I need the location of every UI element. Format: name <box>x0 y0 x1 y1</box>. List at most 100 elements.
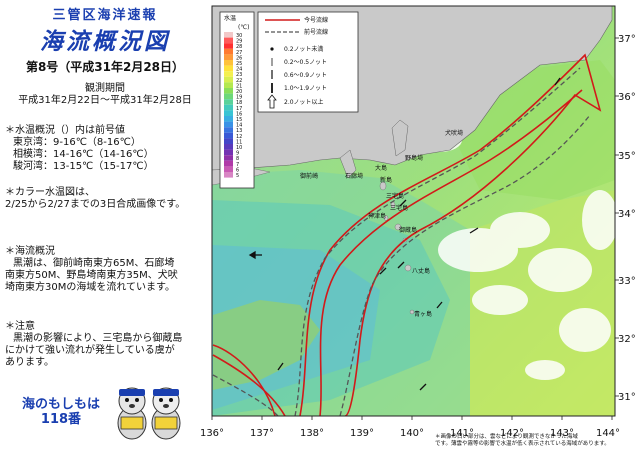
water-temp-section: ＊水温概況（）内は前号値 東京湾：9-16℃（8-16℃） 相模湾：14-16℃… <box>5 125 154 173</box>
colorbar-tick-label: 5 <box>236 173 239 179</box>
map-legend: 今号流線 前号流線 0.2ノット未満 0.2～0.5ノット 0.6～0.9ノット… <box>257 11 359 113</box>
current-line-label: 今号流線 <box>304 16 328 24</box>
lat-tick-label: 34° <box>618 209 635 220</box>
place-label: 三宅島 <box>390 204 408 212</box>
lon-tick-label: 141° <box>450 428 474 439</box>
lat-tick-label: 32° <box>618 334 635 345</box>
colorbar-swatch <box>224 110 233 116</box>
map-footnote: ＊画像の白い部分は、雲などにより観測できなかった海域 です。薄雲や霧等の影響で水… <box>435 434 610 447</box>
colorbar-tick-label: 6 <box>236 167 239 173</box>
lat-tick-label: 33° <box>618 276 635 287</box>
colorbar-swatch <box>224 172 233 178</box>
colorbar-title: 水温 <box>224 14 236 22</box>
previous-line-label: 前号流線 <box>304 28 328 36</box>
colorbar-swatch <box>224 155 233 161</box>
place-label: 御蔵島 <box>399 226 417 234</box>
lon-tick-label: 138° <box>300 428 324 439</box>
issue-number: 第8号（平成31年2月28日） <box>25 60 185 74</box>
lon-tick-label: 139° <box>350 428 374 439</box>
colorbar-swatch <box>224 121 233 128</box>
water-temp-row: 駿河湾：13-15℃（15-17℃） <box>13 161 154 172</box>
colorbar-tick-label: 11 <box>236 139 242 145</box>
kuroshio-current-lines <box>212 53 602 416</box>
speed-row-label: 0.6～0.9ノット <box>284 72 327 79</box>
place-label: 野島埼 <box>405 154 423 162</box>
water-temp-row: 東京湾：9-16℃（8-16℃） <box>13 137 141 148</box>
dot-icon <box>270 47 274 51</box>
speed-row-label: 0.2～0.5ノット <box>284 59 327 66</box>
place-label: 新島 <box>380 176 392 184</box>
observation-label: 観測期間 <box>85 83 125 94</box>
colorbar-swatch <box>224 144 233 150</box>
colorbar-swatch <box>224 71 233 77</box>
colorbar-tick-label: 18 <box>236 100 242 106</box>
mascot-illustration <box>110 383 190 445</box>
place-label: 犬吠埼 <box>445 129 463 137</box>
mascot-left-icon <box>117 387 147 440</box>
caution-section: ＊注意 黒潮の影響により、三宅島から御蔵島 にかけて強い流れが発生している虞が … <box>5 321 183 368</box>
colorbar-tick-label: 24 <box>236 67 242 73</box>
lon-tick-label: 136° <box>200 428 224 439</box>
lon-tick-label: 144° <box>596 428 620 439</box>
colorbar-swatch <box>224 54 233 60</box>
colorbar-swatch <box>224 48 233 55</box>
land-izu-peninsula <box>339 149 357 179</box>
info-panel: 三管区海洋速報 海流概況図 第8号（平成31年2月28日） 観測期間 平成31年… <box>0 0 210 454</box>
colorbar-tick-label: 20 <box>236 89 242 95</box>
land-boso-peninsula <box>391 119 409 157</box>
lat-tick-label: 36° <box>618 92 635 103</box>
lat-axis: 37° 36° 35° 34° 33° 32° 31° <box>615 34 635 403</box>
colorbar-tick-label: 7 <box>236 162 239 168</box>
color-image-note: ＊カラー水温図は、 2/25から2/27までの3日合成画像です。 <box>5 187 186 210</box>
colorbar-tick-label: 17 <box>236 106 242 112</box>
colorbar-swatch <box>224 32 233 38</box>
map-frame <box>211 5 616 417</box>
mascot-right-icon <box>151 387 181 440</box>
colorbar-swatch <box>224 60 233 66</box>
place-label: 八丈島 <box>412 267 430 275</box>
colorbar-swatch <box>224 160 233 167</box>
lat-tick-label: 37° <box>618 34 635 45</box>
place-label: 大島 <box>375 164 387 172</box>
temperature-colorbar: 水温 (℃) 302928272625242322212019181716151… <box>219 11 255 189</box>
colorbar-swatch <box>224 82 233 88</box>
water-temp-row: 相模湾：14-16℃（14-16℃） <box>13 149 154 160</box>
colorbar-swatch <box>224 127 233 133</box>
hollow-arrow-icon <box>267 94 277 109</box>
water-temp-heading: ＊水温概況（）内は前号値 <box>5 125 125 136</box>
colorbar-tick-label: 22 <box>236 78 242 84</box>
colorbar-swatch <box>224 99 233 105</box>
colorbar-tick-label: 14 <box>236 123 242 129</box>
emergency-hotline: 海のもしもは 118番 <box>21 397 100 427</box>
lat-tick-label: 31° <box>618 392 635 403</box>
colorbar-tick-label: 28 <box>236 44 242 50</box>
lat-tick-label: 35° <box>618 151 635 162</box>
place-label: 三宅島 <box>386 192 404 200</box>
colorbar-tick-label: 21 <box>236 83 242 89</box>
colorbar-tick-label: 10 <box>236 145 242 151</box>
colorbar-swatch <box>224 88 233 94</box>
lon-tick-label: 142° <box>500 428 524 439</box>
lon-tick-label: 140° <box>400 428 424 439</box>
caution-heading: ＊注意 <box>5 321 35 332</box>
lon-tick-label: 143° <box>550 428 574 439</box>
lon-tick-label: 137° <box>250 428 274 439</box>
colorbar-swatch <box>224 138 233 144</box>
place-labels: 三宅島 御蔵島 神津島 新島 大島 三宅島 八丈島 青ヶ島 犬吠埼 石廊埼 御前… <box>300 129 463 318</box>
current-heading: ＊海流概況 <box>5 246 55 257</box>
colorbar-tick-label: 13 <box>236 128 242 134</box>
cloud-patches <box>418 128 615 380</box>
colorbar-swatch <box>224 37 233 44</box>
current-summary: ＊海流概況 黒潮は、御前崎南東方65M、石廊埼 南東方50M、野島埼南東方35M… <box>5 246 178 293</box>
colorbar-swatch <box>224 43 233 49</box>
colorbar-swatch <box>224 132 233 139</box>
colorbar-tick-label: 15 <box>236 117 242 123</box>
colorbar-tick-label: 27 <box>236 50 242 56</box>
colorbar-tick-label: 29 <box>236 39 242 45</box>
colorbar-tick-label: 19 <box>236 95 242 101</box>
colorbar-tick-label: 9 <box>236 151 239 157</box>
place-label: 青ヶ島 <box>414 310 432 318</box>
colorbar-swatch <box>224 149 233 156</box>
colorbar-tick-label: 25 <box>236 61 242 67</box>
